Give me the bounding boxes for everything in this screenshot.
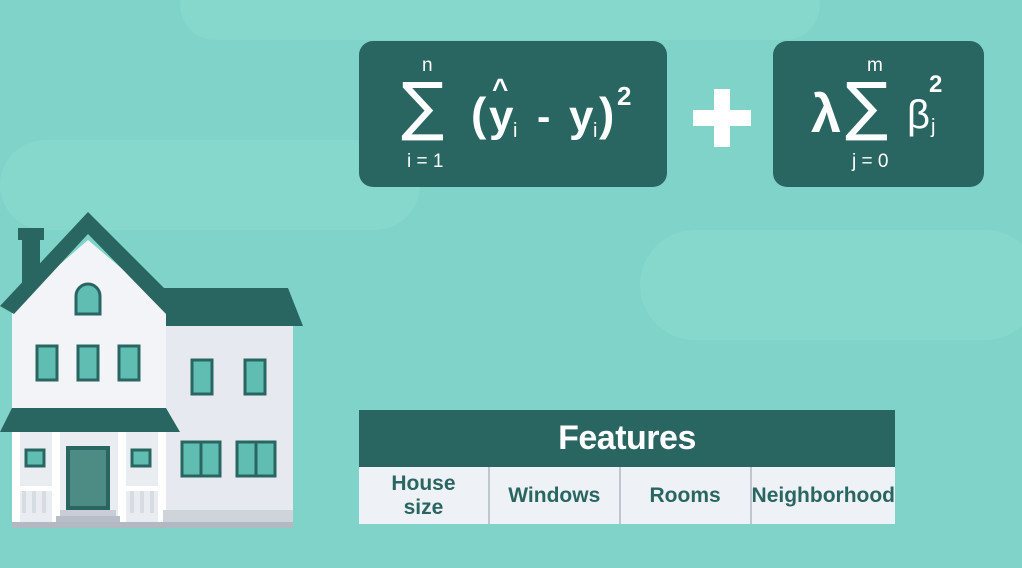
feature-house-size: House size	[359, 467, 490, 524]
beta-exponent: 2	[929, 71, 943, 98]
sum2-upper-limit: m	[867, 55, 883, 76]
features-row: House size Windows Rooms Neighborhood	[359, 467, 895, 524]
background-shape	[0, 140, 420, 230]
penalty-term-box: λ m ∑ j = 0 β j 2	[773, 41, 984, 187]
background-shape	[640, 230, 1022, 340]
summation-symbol-2: ∑	[845, 70, 889, 144]
y-hat-subscript: i	[513, 120, 518, 142]
open-paren: (	[471, 88, 487, 140]
beta-subscript: j	[931, 116, 936, 138]
feature-neighborhood: Neighborhood	[751, 483, 896, 507]
sum-lower-limit: i = 1	[407, 151, 444, 172]
features-title: Features	[359, 410, 895, 467]
square-exponent: 2	[617, 81, 632, 111]
plus-bar-vertical	[714, 89, 730, 147]
y-hat: y	[489, 92, 514, 141]
y-subscript: i	[593, 120, 598, 142]
feature-rooms: Rooms	[621, 467, 752, 524]
feature-windows: Windows	[490, 467, 621, 524]
close-paren: )	[599, 88, 615, 140]
y-observed: y	[569, 92, 594, 141]
sum2-lower-limit: j = 0	[852, 151, 889, 172]
minus-sign: -	[537, 95, 551, 139]
background-shape	[180, 0, 820, 40]
y-hat-hat: ^	[492, 73, 509, 104]
summation-symbol: ∑	[401, 70, 445, 144]
lambda-symbol: λ	[811, 84, 842, 144]
plus-sign	[693, 89, 751, 147]
beta-symbol: β	[907, 93, 931, 137]
loss-term-box: n ∑ i = 1 ( ^ y i - y i ) 2	[359, 41, 667, 187]
sum-upper-limit: n	[422, 55, 433, 76]
house-illustration	[0, 212, 303, 528]
